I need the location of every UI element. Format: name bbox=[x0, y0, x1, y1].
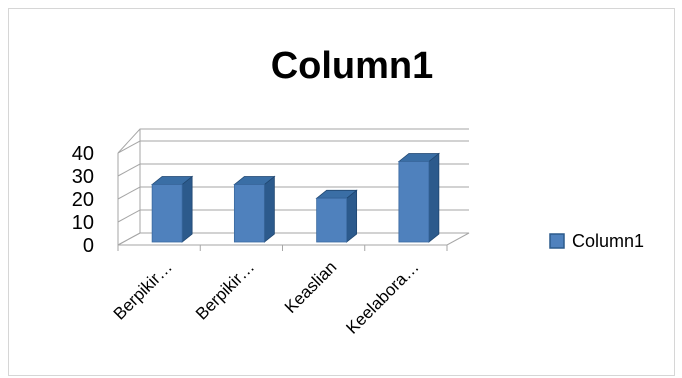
bar bbox=[150, 175, 194, 243]
gridline bbox=[117, 140, 469, 154]
legend: Column1 bbox=[549, 231, 644, 251]
y-tick-label: 10 bbox=[72, 212, 94, 234]
y-tick-label: 0 bbox=[83, 235, 94, 257]
chart-walls bbox=[117, 128, 470, 246]
x-tick-label: Berpikir… bbox=[110, 257, 176, 323]
chart-title: Column1 bbox=[271, 45, 434, 87]
bar bbox=[315, 189, 358, 243]
legend-label: Column1 bbox=[572, 231, 644, 251]
y-tick-label: 40 bbox=[72, 143, 94, 165]
x-tick-label: Keaslian bbox=[281, 257, 341, 317]
bar bbox=[397, 152, 441, 243]
legend-swatch bbox=[549, 233, 565, 249]
x-tick-label: Berpikir… bbox=[192, 257, 258, 323]
y-tick-label: 20 bbox=[72, 189, 94, 211]
bars bbox=[150, 152, 441, 243]
bar bbox=[233, 175, 276, 243]
x-tick-label: Keelabora… bbox=[342, 257, 422, 337]
x-axis-ticks: Berpikir… Berpikir… Keaslian Keelabora… bbox=[110, 245, 448, 338]
y-tick-label: 30 bbox=[72, 166, 94, 188]
